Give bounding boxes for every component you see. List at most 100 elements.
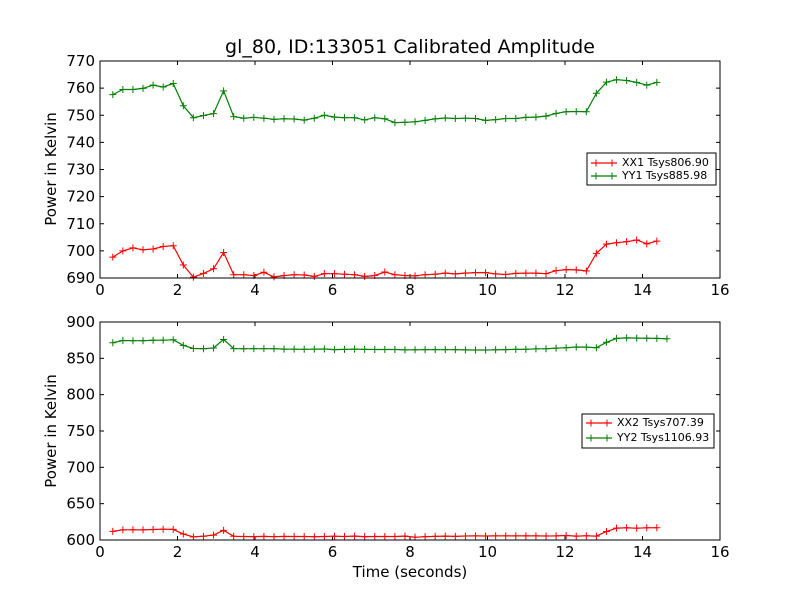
data-point-yy2 [250,345,258,353]
data-point-xx1 [421,271,429,279]
data-point-yy2 [270,345,278,353]
data-point-xx1 [613,239,621,247]
data-point-yy2 [169,336,177,344]
data-point-xx2 [613,524,621,532]
legend-marker-xx2 [603,419,611,427]
top-x-tick-label: 12 [555,281,574,299]
data-point-xx2 [240,533,248,541]
data-point-yy2 [179,341,187,349]
bottom-plot-area [109,334,671,541]
data-point-yy2 [542,345,550,353]
legend-marker-xx2 [587,419,595,427]
data-point-yy1 [401,118,409,126]
data-point-yy2 [260,345,268,353]
bottom-y-tick-label: 850 [66,349,95,367]
legend-symbol-xx2 [586,419,612,427]
top-legend: XX1 Tsys806.90 YY1 Tsys885.98 [586,152,717,186]
data-point-yy2 [653,334,661,342]
data-point-yy2 [341,345,349,353]
data-point-yy1 [371,114,379,122]
data-point-yy2 [471,346,479,354]
legend-label-yy1: YY1 Tsys885.98 [621,169,707,182]
data-point-xx1 [139,246,147,254]
data-point-yy1 [290,115,298,123]
bottom-x-tick-label: 12 [555,543,574,561]
data-point-yy1 [653,78,661,86]
data-point-yy1 [633,78,641,86]
data-point-yy2 [310,345,318,353]
data-point-yy2 [633,334,641,342]
data-point-yy2 [572,343,580,351]
data-point-yy1 [572,107,580,115]
legend-symbol-yy2 [586,434,612,442]
data-point-yy1 [552,109,560,117]
bottom-y-tick-label: 900 [66,313,95,331]
data-point-xx1 [230,271,238,279]
data-point-xx2 [482,532,490,540]
data-point-yy1 [522,113,530,121]
data-point-xx2 [572,532,580,540]
data-point-yy1 [179,102,187,110]
data-point-xx2 [149,526,157,534]
data-point-yy1 [169,80,177,88]
data-point-xx2 [250,533,258,541]
data-point-yy1 [330,113,338,121]
data-point-xx1 [633,236,641,244]
data-point-yy1 [512,115,520,123]
data-point-yy1 [250,113,258,121]
data-point-xx2 [220,526,228,534]
data-point-xx1 [159,243,167,251]
data-point-xx1 [149,245,157,253]
data-point-yy2 [119,337,127,345]
data-point-yy1 [542,112,550,120]
data-point-xx1 [522,269,530,277]
data-point-xx1 [532,269,540,277]
data-point-xx2 [582,532,590,540]
data-point-yy1 [341,114,349,122]
data-point-yy1 [210,110,218,118]
data-point-yy1 [441,114,449,122]
data-point-xx2 [492,532,500,540]
data-point-yy1 [381,115,389,123]
data-point-xx2 [210,531,218,539]
data-point-yy2 [562,344,570,352]
data-point-xx1 [361,272,369,280]
data-point-yy2 [441,346,449,354]
data-point-xx1 [623,238,631,246]
data-point-xx1 [320,270,328,278]
bottom-y-tick-label: 700 [66,458,95,476]
data-point-xx1 [270,273,278,281]
data-point-xx2 [522,532,530,540]
bottom-x-tick-label: 10 [478,543,497,561]
data-point-yy1 [230,113,238,121]
data-point-yy1 [421,116,429,124]
data-point-xx1 [391,271,399,279]
data-point-yy2 [532,345,540,353]
bottom-x-tick-label: 2 [173,543,183,561]
data-point-xx1 [341,270,349,278]
data-point-xx2 [562,531,570,539]
data-point-xx2 [109,527,117,535]
data-point-xx2 [371,533,379,541]
data-point-yy1 [280,115,288,123]
data-point-xx2 [290,533,298,541]
data-point-xx2 [129,526,137,534]
data-point-yy2 [320,345,328,353]
data-point-yy2 [129,337,137,345]
subplot-top: 0 2 4 6 8 10 12 14 16 690 700 710 720 730 740 750 760 770… [42,52,730,299]
data-point-yy2 [189,344,197,352]
data-point-xx1 [562,266,570,274]
data-point-xx1 [592,249,600,257]
top-x-tick-label: 6 [328,281,338,299]
top-y-tick-label: 740 [66,133,95,151]
data-point-yy1 [391,119,399,127]
data-point-yy1 [361,116,369,124]
bottom-x-tick-label: 4 [250,543,260,561]
top-y-tick-label: 770 [66,52,95,70]
data-point-yy2 [492,346,500,354]
data-point-xx1 [210,265,218,273]
data-point-xx2 [260,532,268,540]
data-point-yy1 [199,112,207,120]
data-point-xx1 [602,240,610,248]
top-x-tick-label: 8 [405,281,415,299]
